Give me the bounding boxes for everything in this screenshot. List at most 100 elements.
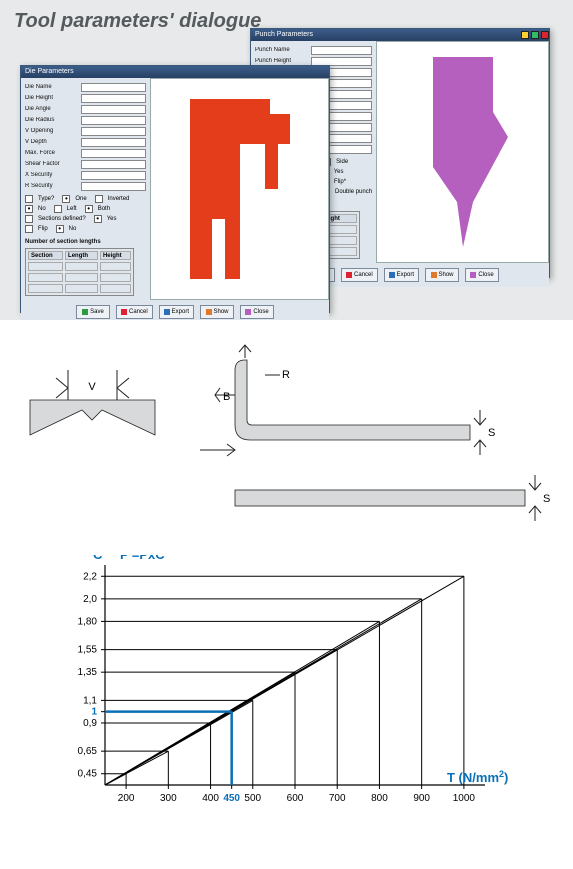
close-button[interactable]: Close bbox=[240, 305, 274, 319]
window-title: Die Parameters bbox=[25, 68, 74, 75]
close-icon bbox=[470, 272, 476, 278]
die-button-row: Save Cancel Export Show Close bbox=[21, 300, 329, 320]
field-row: Die Angle bbox=[25, 104, 146, 114]
minimize-icon[interactable] bbox=[521, 31, 529, 39]
close-icon[interactable] bbox=[541, 31, 549, 39]
field-input[interactable] bbox=[81, 105, 146, 114]
save-button[interactable]: Save bbox=[76, 305, 110, 319]
show-button[interactable]: Show bbox=[200, 305, 234, 319]
y-tick-label: 1,35 bbox=[78, 667, 98, 678]
show-button[interactable]: Show bbox=[425, 268, 459, 282]
close-icon bbox=[245, 309, 251, 315]
checkbox-row: Sections defined? bbox=[25, 214, 86, 224]
field-input[interactable] bbox=[81, 116, 146, 125]
y-tick-label: 1 bbox=[91, 707, 97, 718]
field-input[interactable] bbox=[81, 171, 146, 180]
field-label: Punch Name bbox=[255, 47, 311, 53]
field-input[interactable] bbox=[81, 94, 146, 103]
chart-formula: P'=PxC bbox=[120, 555, 165, 562]
export-button[interactable]: Export bbox=[384, 268, 419, 282]
die-parameters-window: Die Parameters Die Name Die Height Die Ang… bbox=[20, 65, 330, 313]
field-row: Die Name bbox=[25, 82, 146, 92]
table-cell[interactable] bbox=[65, 284, 98, 293]
button-label: Show bbox=[214, 309, 229, 315]
checkbox[interactable] bbox=[25, 215, 33, 223]
export-button[interactable]: Export bbox=[159, 305, 194, 319]
checkbox[interactable] bbox=[85, 205, 93, 213]
checkbox-label: No bbox=[38, 206, 46, 212]
checkbox-label: Left bbox=[67, 206, 77, 212]
table-cell[interactable] bbox=[100, 284, 131, 293]
show-icon bbox=[206, 309, 212, 315]
button-label: Close bbox=[478, 272, 493, 278]
checkbox-label: No bbox=[69, 226, 77, 232]
table-cell[interactable] bbox=[65, 262, 98, 271]
checkbox[interactable] bbox=[25, 225, 33, 233]
export-icon bbox=[389, 272, 395, 278]
field-input[interactable] bbox=[81, 83, 146, 92]
checkbox-row: No bbox=[56, 224, 77, 234]
window-title: Punch Parameters bbox=[255, 31, 313, 38]
x-axis-title: T (N/mm2) bbox=[447, 769, 508, 785]
checkbox[interactable] bbox=[62, 195, 70, 203]
checkbox[interactable] bbox=[25, 205, 33, 213]
checkbox[interactable] bbox=[95, 195, 103, 203]
button-label: Show bbox=[439, 272, 454, 278]
field-input[interactable] bbox=[81, 138, 146, 147]
x-tick-label: 800 bbox=[371, 793, 388, 804]
field-input[interactable] bbox=[81, 127, 146, 136]
button-label: Save bbox=[90, 309, 104, 315]
checkbox-label: Side bbox=[336, 159, 348, 165]
field-input[interactable] bbox=[81, 149, 146, 158]
checkbox[interactable] bbox=[25, 195, 33, 203]
button-label: Cancel bbox=[354, 272, 373, 278]
maximize-icon[interactable] bbox=[531, 31, 539, 39]
field-label: Die Height bbox=[25, 95, 81, 101]
y-tick-label: 2,0 bbox=[83, 594, 97, 605]
checkbox-row: No bbox=[25, 204, 46, 214]
punch-shape-icon bbox=[413, 52, 513, 252]
close-button[interactable]: Close bbox=[465, 268, 499, 282]
field-row: V Opening bbox=[25, 126, 146, 136]
checkbox-label: Flip bbox=[38, 226, 48, 232]
table-cell[interactable] bbox=[65, 273, 98, 282]
y-tick-label: 1,80 bbox=[78, 616, 98, 627]
cancel-button[interactable]: Cancel bbox=[116, 305, 153, 319]
cancel-button[interactable]: Cancel bbox=[341, 268, 378, 282]
field-label: V Opening bbox=[25, 128, 81, 134]
field-input[interactable] bbox=[81, 160, 146, 169]
y-tick-label: 0,9 bbox=[83, 718, 97, 729]
x-tick-label: 500 bbox=[244, 793, 261, 804]
checkbox-row: Left bbox=[54, 204, 77, 214]
v-label: V bbox=[88, 381, 96, 393]
field-label: Max. Force bbox=[25, 150, 81, 156]
x-tick-label: 200 bbox=[118, 793, 135, 804]
table-cell[interactable] bbox=[100, 262, 131, 271]
field-input[interactable] bbox=[311, 46, 372, 55]
checkbox[interactable] bbox=[94, 215, 102, 223]
button-label: Close bbox=[253, 309, 268, 315]
section-header: Number of section lengths bbox=[25, 239, 146, 245]
field-input[interactable] bbox=[81, 182, 146, 191]
coefficient-chart: 0,450,650,911,11,351,551,802,02,22003004… bbox=[0, 550, 573, 855]
table-cell[interactable] bbox=[100, 273, 131, 282]
checkbox[interactable] bbox=[54, 205, 62, 213]
y-tick-label: 2,2 bbox=[83, 571, 97, 582]
bend-diagram: B R S bbox=[200, 345, 495, 456]
checkbox[interactable] bbox=[56, 225, 64, 233]
y-tick-label: 0,65 bbox=[78, 746, 98, 757]
checkbox-row: Both bbox=[85, 204, 110, 214]
section-table: SectionLengthHeight bbox=[25, 248, 134, 296]
checkbox-label: Inverted bbox=[108, 196, 130, 202]
table-cell[interactable] bbox=[28, 284, 63, 293]
cancel-icon bbox=[346, 272, 352, 278]
die-form: Die Name Die Height Die Angle Die Radius V O… bbox=[21, 78, 150, 300]
table-cell[interactable] bbox=[28, 273, 63, 282]
cancel-icon bbox=[121, 309, 127, 315]
field-label: Die Radius bbox=[25, 117, 81, 123]
checkbox-group: Type?OneInvertedNoLeftBothSections defin… bbox=[25, 194, 146, 234]
field-row: Die Radius bbox=[25, 115, 146, 125]
x-tick-label: 700 bbox=[329, 793, 346, 804]
table-header: Section bbox=[28, 251, 63, 260]
table-cell[interactable] bbox=[28, 262, 63, 271]
